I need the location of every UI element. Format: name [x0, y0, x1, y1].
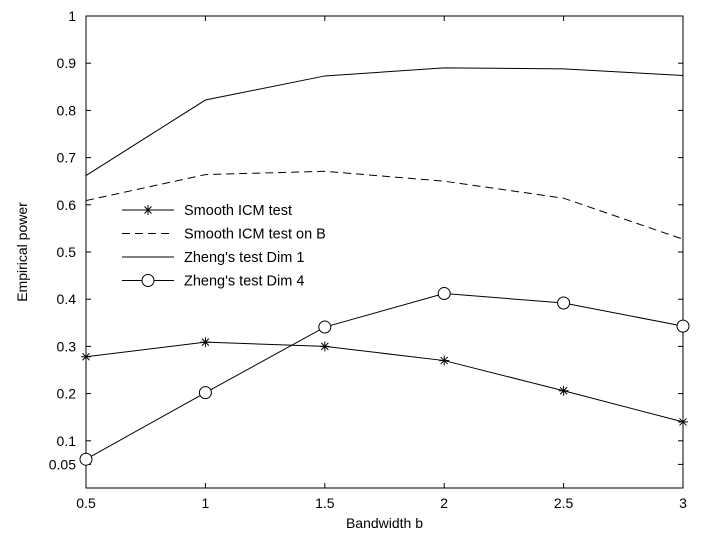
- legend-label: Smooth ICM test: [184, 203, 292, 219]
- x-tick-label: 3: [679, 495, 687, 511]
- x-axis-title: Bandwidth b: [346, 515, 423, 531]
- y-axis-title: Empirical power: [14, 202, 30, 302]
- series-line-3: [85, 67, 684, 176]
- y-tick-label: 1: [68, 8, 76, 24]
- x-tick-label: 1: [202, 495, 210, 511]
- x-tick-label: 2: [440, 495, 448, 511]
- x-axis: 0.5 1 1.5 2 2.5 3: [76, 16, 687, 511]
- y-tick-label: 0.2: [57, 386, 77, 402]
- y-tick-label: 0.05: [49, 456, 76, 472]
- series-4-point: [437, 287, 451, 301]
- series-1-point: [558, 385, 569, 396]
- series-4-point: [198, 386, 212, 400]
- legend-label: Smooth ICM test on B: [184, 227, 326, 243]
- series-4-point: [79, 452, 93, 466]
- series-1-point: [319, 341, 330, 352]
- x-tick-label: 1.5: [315, 495, 335, 511]
- x-tick-label: 0.5: [76, 495, 96, 511]
- y-tick-label: 0.1: [57, 433, 77, 449]
- y-tick-label: 0.9: [57, 55, 77, 71]
- series-line-1: [85, 341, 684, 423]
- y-tick-label: 0.4: [57, 291, 77, 307]
- y-tick-label: 0.6: [57, 197, 77, 213]
- series-line-4: [85, 293, 684, 460]
- series-1-point: [678, 416, 688, 427]
- y-axis: 0.05 0.1 0.2 0.3 0.4 0.5 0.6 0.7 0.8 0.9 1: [49, 8, 683, 472]
- legend-marker: [143, 205, 153, 215]
- series-4-point: [676, 319, 690, 333]
- legend-label: Zheng's test Dim 4: [184, 274, 304, 290]
- y-tick-label: 0.8: [57, 102, 77, 118]
- y-tick-label: 0.3: [57, 338, 77, 354]
- x-tick-label: 2.5: [554, 495, 574, 511]
- legend-label: Zheng's test Dim 1: [184, 250, 304, 266]
- series-4-point: [318, 320, 332, 334]
- y-tick-label: 0.7: [57, 150, 77, 166]
- legend-marker: [141, 274, 155, 287]
- legend: Smooth ICM test Smooth ICM test on B Zheng…: [122, 203, 326, 290]
- series-1-point: [81, 351, 91, 362]
- plot-area: [85, 15, 684, 489]
- y-tick-label: 0.5: [57, 244, 77, 260]
- series-4-point: [557, 296, 571, 310]
- series-line-2: [85, 170, 684, 240]
- series-layer: [79, 67, 690, 466]
- series-1-point: [200, 337, 211, 348]
- series-1-point: [439, 355, 450, 366]
